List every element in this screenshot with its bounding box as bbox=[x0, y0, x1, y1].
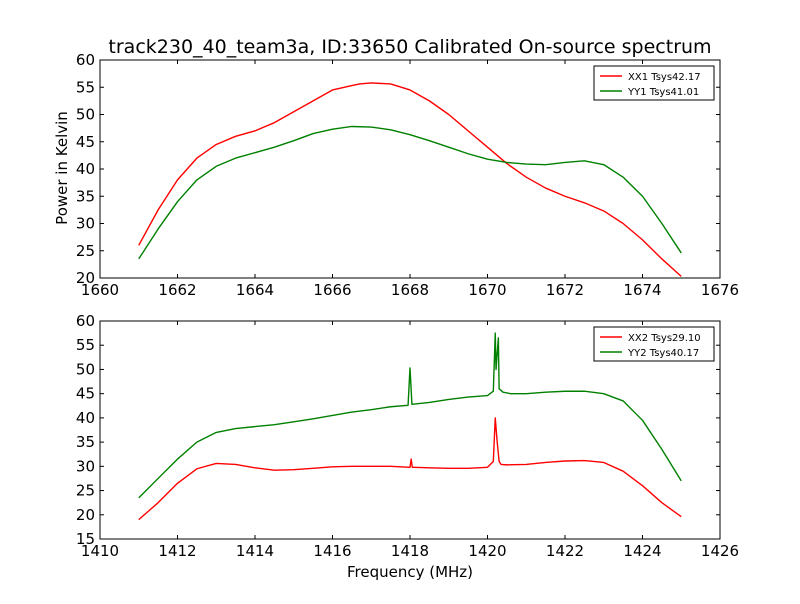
x-tick-label: 1420 bbox=[468, 542, 506, 560]
legend-label-2: YY2 Tsys40.17 bbox=[627, 348, 699, 359]
y-tick-label: 35 bbox=[76, 433, 95, 451]
legend-label-2: YY1 Tsys41.01 bbox=[627, 87, 699, 98]
x-tick-label: 1410 bbox=[81, 542, 119, 560]
legend-box bbox=[593, 326, 715, 362]
x-tick-label: 1422 bbox=[546, 542, 584, 560]
y-tick-label: 60 bbox=[76, 312, 95, 330]
top-plot: 1660 1662 1664 1666 1668 1670 1672 1674 1676 20 25… bbox=[76, 51, 739, 299]
x-tick-label: 1676 bbox=[701, 281, 739, 299]
y-tick-label: 60 bbox=[76, 51, 95, 69]
x-tick-label: 1424 bbox=[623, 542, 661, 560]
series-line-2 bbox=[138, 332, 682, 499]
x-tick-label: 1418 bbox=[391, 542, 429, 560]
legend-label-1: XX2 Tsys29.10 bbox=[628, 333, 701, 344]
y-tick-label: 40 bbox=[76, 409, 95, 427]
y-tick-label: 15 bbox=[76, 530, 95, 548]
x-tick-label: 1666 bbox=[313, 281, 351, 299]
x-tick-label: 1672 bbox=[546, 281, 584, 299]
x-tick-label: 1664 bbox=[236, 281, 274, 299]
x-tick-label: 1426 bbox=[701, 542, 739, 560]
chart-title: track230_40_team3a, ID:33650 Calibrated … bbox=[108, 36, 711, 58]
y-tick-label: 45 bbox=[76, 385, 95, 403]
y-tick-label: 25 bbox=[76, 242, 95, 260]
x-tick-label: 1668 bbox=[391, 281, 429, 299]
series-line-1 bbox=[138, 417, 682, 521]
y-tick-label: 55 bbox=[76, 336, 95, 354]
x-tick-label: 1662 bbox=[158, 281, 196, 299]
y-tick-label: 40 bbox=[76, 160, 95, 178]
series-line-2 bbox=[138, 125, 682, 260]
x-tick-label: 1674 bbox=[623, 281, 661, 299]
y-tick-label: 50 bbox=[76, 360, 95, 378]
y-tick-label: 20 bbox=[76, 269, 95, 287]
y-tick-label: 20 bbox=[76, 506, 95, 524]
x-tick-label: 1660 bbox=[81, 281, 119, 299]
y-tick-label: 35 bbox=[76, 187, 95, 205]
y-tick-label: 25 bbox=[76, 482, 95, 500]
series-line-1 bbox=[138, 82, 682, 277]
y-tick-label: 30 bbox=[76, 457, 95, 475]
bottom-plot: 1410 1412 1414 1416 1418 1420 1422 1424 1426 15 20… bbox=[76, 312, 739, 560]
y-tick-label: 50 bbox=[76, 106, 95, 124]
legend-label-1: XX1 Tsys42.17 bbox=[628, 72, 701, 83]
legend-box bbox=[593, 65, 715, 101]
x-tick-label: 1670 bbox=[468, 281, 506, 299]
x-tick-label: 1412 bbox=[158, 542, 196, 560]
y-tick-label: 30 bbox=[76, 215, 95, 233]
y-axis-label: Power in Kelvin bbox=[53, 111, 71, 225]
x-tick-label: 1416 bbox=[313, 542, 351, 560]
y-tick-label: 55 bbox=[76, 78, 95, 96]
y-tick-label: 45 bbox=[76, 133, 95, 151]
x-axis-label: Frequency (MHz) bbox=[347, 563, 473, 581]
x-tick-label: 1414 bbox=[236, 542, 274, 560]
